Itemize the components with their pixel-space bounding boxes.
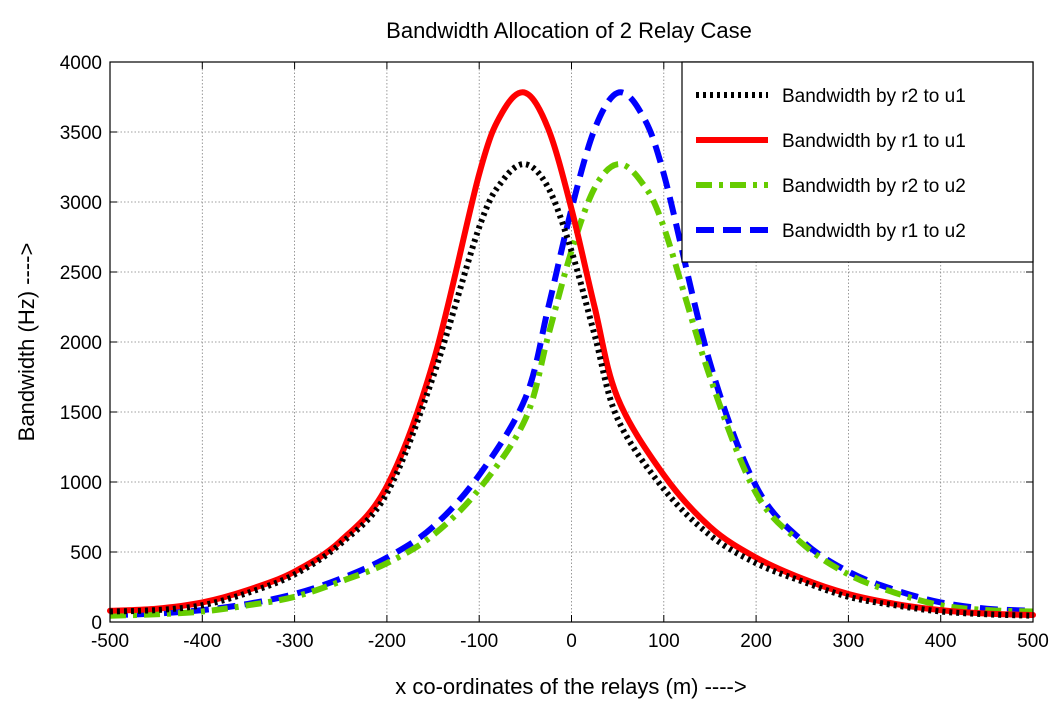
legend: Bandwidth by r2 to u1 Bandwidth by r1 to … — [681, 61, 1034, 263]
x-tick-label: 400 — [925, 631, 957, 652]
y-tick-label: 3500 — [60, 123, 102, 144]
y-tick-label: 4000 — [60, 53, 102, 74]
x-axis-label: x co-ordinates of the relays (m) ----> — [395, 674, 746, 699]
y-tick-label: 1000 — [60, 473, 102, 494]
y-tick-label: 2500 — [60, 263, 102, 284]
series-line-1 — [109, 161, 1034, 619]
x-tick-label: -500 — [91, 631, 129, 652]
y-tick-label: 0 — [91, 613, 102, 634]
y-tick-label: 2000 — [60, 333, 102, 354]
x-tick-label: 0 — [566, 631, 577, 652]
y-tick-label: 3000 — [60, 193, 102, 214]
axis-ticks: -500 -400 -300 -200 -100 0 100 200 300 400 500 0 500… — [60, 53, 1049, 652]
x-tick-label: -200 — [368, 631, 406, 652]
x-tick-label: -400 — [183, 631, 221, 652]
y-tick-label: 500 — [70, 543, 102, 564]
legend-entry-label: Bandwidth by r1 to u1 — [782, 131, 966, 152]
x-tick-label: 300 — [833, 631, 865, 652]
x-tick-label: -300 — [276, 631, 314, 652]
y-axis-label: Bandwidth (Hz) ----> — [14, 243, 39, 442]
legend-entry-label: Bandwidth by r2 to u1 — [782, 86, 966, 107]
grid — [110, 62, 1033, 622]
series-line-3 — [109, 161, 1034, 619]
x-tick-label: 500 — [1017, 631, 1049, 652]
legend-entry-label: Bandwidth by r2 to u2 — [782, 176, 966, 197]
x-tick-label: 200 — [740, 631, 772, 652]
legend-entry-label: Bandwidth by r1 to u2 — [782, 221, 966, 242]
y-tick-label: 1500 — [60, 403, 102, 424]
x-tick-label: -100 — [460, 631, 498, 652]
series-line-4 — [109, 89, 1034, 618]
x-tick-label: 100 — [648, 631, 680, 652]
chart-title: Bandwidth Allocation of 2 Relay Case — [386, 18, 752, 43]
series-lines — [107, 89, 1036, 619]
